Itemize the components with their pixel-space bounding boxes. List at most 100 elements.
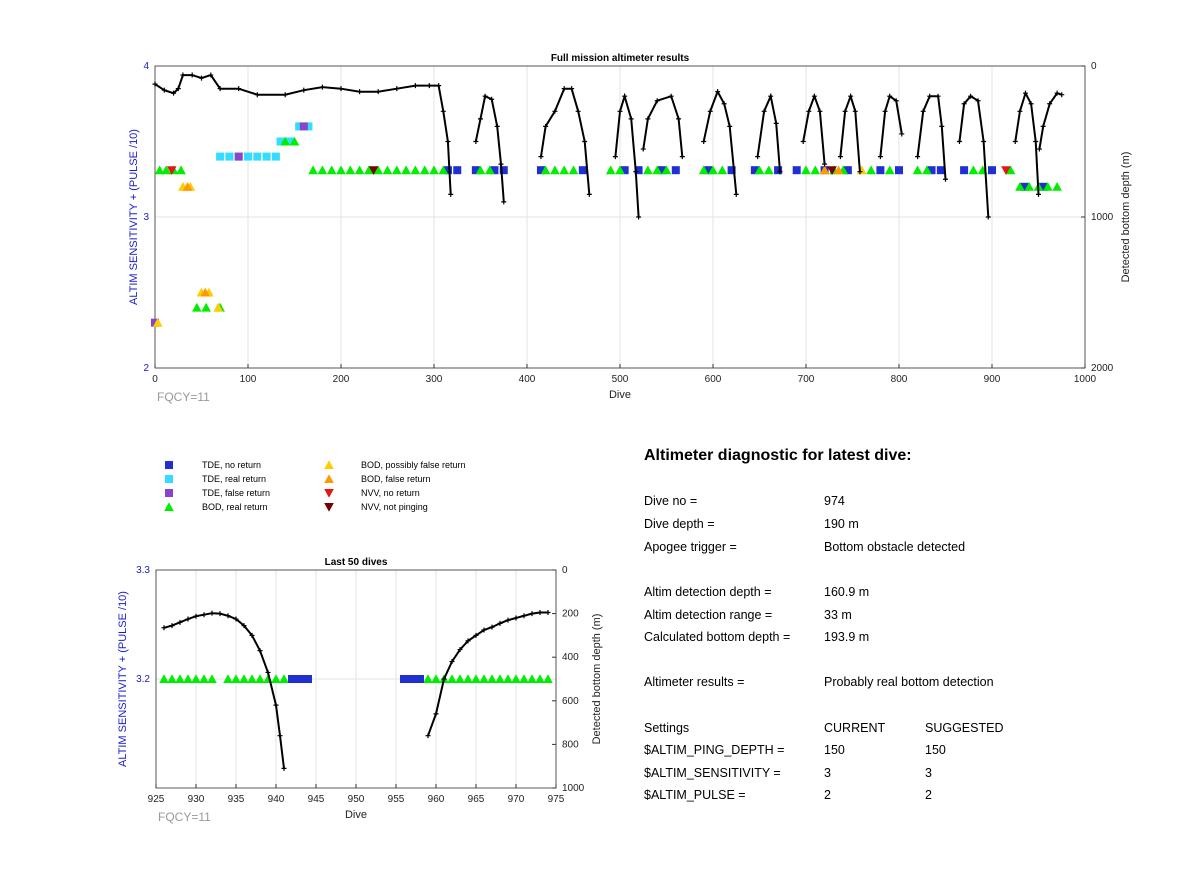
data-marker — [912, 165, 923, 175]
depth-point — [473, 139, 479, 144]
chart-title: Last 50 dives — [325, 557, 388, 568]
setting-current: 2 — [824, 788, 831, 802]
x-tick-label: 900 — [984, 374, 1001, 385]
depth-point — [617, 108, 623, 114]
x-tick-label: 500 — [612, 374, 629, 385]
depth-point — [727, 123, 733, 129]
diagnostic-label: Dive no = — [644, 494, 698, 508]
depth-point — [538, 154, 544, 160]
depth-point — [877, 154, 883, 160]
data-marker — [754, 165, 765, 175]
diagnostic-value: Probably real bottom detection — [824, 675, 994, 689]
depth-point — [806, 108, 812, 114]
data-marker — [336, 165, 346, 175]
data-marker — [262, 152, 271, 161]
depth-point — [1033, 139, 1039, 144]
depth-point — [482, 93, 488, 99]
x-tick-label: 1000 — [1074, 374, 1097, 385]
depth-line — [642, 94, 684, 157]
x-tick-label: 945 — [308, 794, 325, 805]
depth-point — [640, 146, 646, 152]
depth-point — [249, 632, 255, 638]
depth-line — [916, 95, 947, 180]
setting-current: 150 — [824, 743, 845, 757]
depth-point — [257, 648, 263, 654]
diagnostic-label: Apogee trigger = — [644, 540, 737, 554]
diagnostic-label: Altimeter results = — [644, 675, 745, 689]
depth-point — [552, 108, 558, 114]
depth-point — [199, 75, 204, 81]
data-marker — [280, 136, 290, 146]
data-marker — [289, 136, 300, 146]
depth-point — [939, 123, 945, 129]
depth-point — [180, 72, 186, 78]
depth-point — [985, 214, 991, 220]
data-marker — [167, 674, 177, 683]
diagnostic-value: 190 m — [824, 517, 859, 531]
data-marker — [927, 166, 936, 175]
depth-point — [956, 139, 962, 144]
data-marker — [1005, 165, 1016, 175]
depth-point — [768, 93, 774, 99]
x-axis-label: Dive — [609, 389, 631, 401]
depth-point — [927, 93, 933, 99]
depth-point — [426, 83, 432, 89]
data-marker — [634, 166, 643, 175]
data-marker — [543, 674, 553, 683]
depth-point — [761, 108, 767, 114]
depth-point — [1059, 92, 1065, 98]
depth-point — [478, 116, 483, 122]
y-right-tick-label: 200 — [562, 609, 579, 620]
depth-point — [668, 93, 674, 99]
depth-point — [1012, 139, 1018, 144]
depth-point — [193, 613, 199, 619]
data-marker — [207, 674, 217, 683]
data-marker — [750, 166, 759, 175]
legend-label: TDE, false return — [202, 488, 271, 498]
data-marker — [317, 165, 328, 175]
depth-point — [236, 86, 242, 92]
depth-point — [177, 619, 183, 625]
data-marker — [192, 302, 202, 312]
data-marker — [271, 152, 280, 161]
depth-point — [448, 191, 454, 197]
data-marker — [231, 674, 241, 683]
depth-point — [338, 86, 344, 92]
depth-point — [1040, 123, 1046, 129]
depth-point — [521, 613, 527, 619]
x-tick-label: 965 — [468, 794, 485, 805]
data-marker — [199, 674, 209, 683]
data-marker — [161, 165, 171, 175]
depth-line — [1014, 90, 1040, 195]
data-marker — [154, 165, 165, 175]
diagnostic-value: 974 — [824, 494, 845, 508]
data-marker — [727, 166, 736, 175]
x-tick-label: 930 — [188, 794, 205, 805]
diagnostic-value: Bottom obstacle detected — [824, 540, 966, 554]
depth-point — [201, 612, 207, 618]
data-marker — [216, 152, 225, 161]
depth-point — [636, 214, 642, 220]
depth-point — [1017, 108, 1023, 114]
depth-point — [498, 161, 504, 167]
data-marker — [191, 674, 201, 683]
data-marker — [568, 165, 579, 175]
y-right-tick-label: 600 — [562, 696, 579, 707]
y-right-axis-label: Detected bottom depth (m) — [1120, 152, 1132, 283]
data-marker — [423, 674, 433, 683]
data-marker — [416, 675, 424, 683]
depth-point — [975, 98, 981, 104]
depth-point — [501, 199, 507, 205]
depth-line — [702, 89, 738, 195]
depth-point — [848, 93, 854, 99]
legend-label: NVV, not pinging — [361, 502, 428, 512]
depth-point — [852, 108, 858, 114]
depth-point — [943, 176, 948, 182]
x-tick-label: 0 — [152, 374, 158, 385]
data-marker — [704, 166, 713, 175]
depth-point — [152, 81, 158, 87]
depth-point — [282, 92, 288, 98]
legend-marker — [165, 461, 173, 469]
depth-point — [733, 191, 739, 197]
legend-label: NVV, no return — [361, 488, 420, 498]
